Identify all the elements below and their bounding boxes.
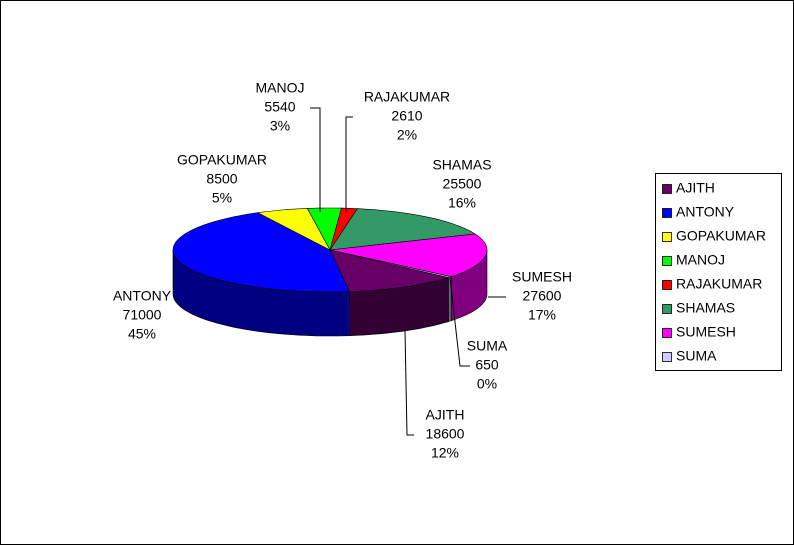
data-label-percent: 2% <box>397 127 417 143</box>
legend-swatch <box>662 280 672 290</box>
legend-label: AJITH <box>676 180 715 196</box>
data-label-value: 8500 <box>206 171 237 187</box>
slice <box>172 212 350 293</box>
data-label-name: SHAMAS <box>432 157 491 173</box>
data-label-value: 18600 <box>426 426 465 442</box>
data-label-value: 27600 <box>523 288 562 304</box>
data-label-name: MANOJ <box>256 80 305 96</box>
legend-swatch <box>662 232 672 242</box>
legend-label: SUMESH <box>676 324 736 340</box>
legend-swatch <box>662 184 672 194</box>
data-label-value: 71000 <box>123 307 162 323</box>
slice <box>329 249 449 293</box>
leader-line <box>345 116 353 212</box>
slice <box>306 207 342 251</box>
data-label-percent: 3% <box>270 118 290 134</box>
data-label-percent: 12% <box>431 445 459 461</box>
legend-label: SUMA <box>676 348 717 364</box>
data-label-name: RAJAKUMAR <box>364 89 450 105</box>
data-label-percent: 0% <box>477 376 497 392</box>
legend-label: GOPAKUMAR <box>676 228 766 244</box>
data-label-percent: 17% <box>528 307 556 323</box>
legend-swatch <box>662 208 672 218</box>
legend-label: MANOJ <box>676 252 725 268</box>
data-label-name: SUMA <box>467 338 508 354</box>
leader-line <box>310 107 321 212</box>
slice <box>329 233 488 278</box>
slice <box>256 208 331 251</box>
legend-label: SHAMAS <box>676 300 735 316</box>
data-label-name: ANTONY <box>113 288 172 304</box>
data-label-value: 2610 <box>391 108 422 124</box>
slice <box>329 208 476 251</box>
legend-label: RAJAKUMAR <box>676 276 762 292</box>
legend-label: ANTONY <box>676 204 735 220</box>
data-label-name: SUMESH <box>512 269 572 285</box>
legend-swatch <box>662 352 672 362</box>
data-label-name: GOPAKUMAR <box>177 152 267 168</box>
data-label-value: 650 <box>475 357 499 373</box>
data-label-value: 25500 <box>443 176 482 192</box>
leader-line <box>449 277 470 367</box>
legend-swatch <box>662 304 672 314</box>
legend-box <box>655 173 782 371</box>
slice <box>329 249 453 278</box>
data-label-percent: 45% <box>128 326 156 342</box>
legend-swatch <box>662 328 672 338</box>
data-label-value: 5540 <box>264 99 295 115</box>
legend-swatch <box>662 256 672 266</box>
data-label-name: AJITH <box>426 407 465 423</box>
data-label-percent: 16% <box>448 195 476 211</box>
data-label-percent: 5% <box>212 190 232 206</box>
leader-line <box>404 329 414 436</box>
